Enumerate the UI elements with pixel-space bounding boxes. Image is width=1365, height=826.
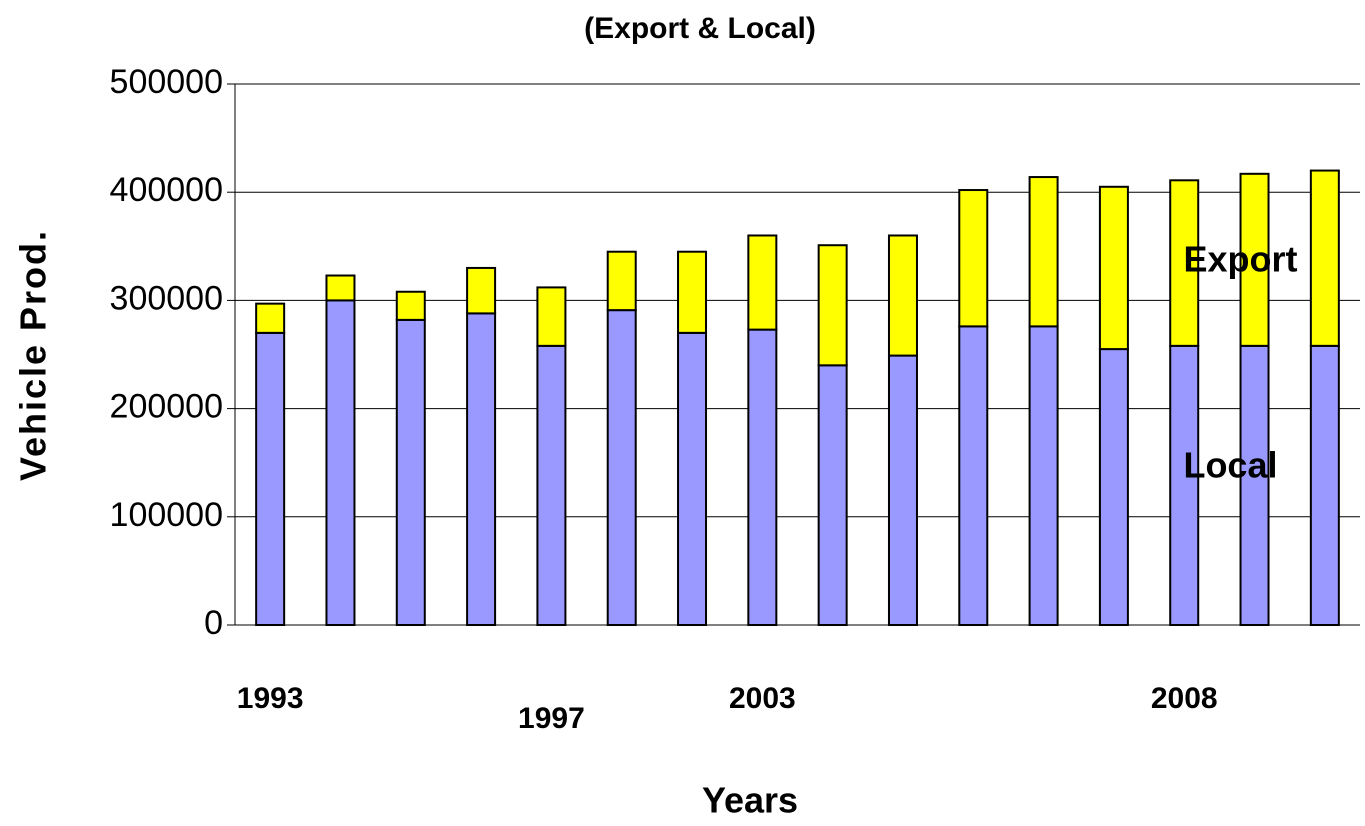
x-axis-label: Years: [702, 780, 798, 821]
bar-segment: [1309, 169, 1340, 347]
x-tick-label: 2008: [1151, 682, 1218, 715]
bar-segment: [395, 318, 426, 626]
bar-segment: [1098, 185, 1129, 351]
x-tick-label: 1993: [237, 682, 304, 715]
bar-segment: [1239, 172, 1270, 347]
bar-segment: [325, 274, 356, 302]
bar-segment: [536, 286, 567, 347]
chart-title: (Export & Local): [584, 12, 816, 45]
bar-segment: [255, 302, 286, 334]
bar-segment: [958, 325, 989, 626]
bar-segment: [1028, 176, 1059, 328]
bar-segment: [817, 244, 848, 367]
y-tick-label: 300000: [110, 279, 223, 317]
y-tick-label: 200000: [110, 388, 223, 426]
bar-segment: [677, 250, 708, 334]
bar-segment: [466, 266, 497, 315]
series-label: Export: [1183, 239, 1297, 280]
y-tick-label: 100000: [110, 496, 223, 534]
bar-segment: [1169, 344, 1200, 626]
series-label: Local: [1183, 445, 1277, 486]
y-tick-label: 400000: [110, 171, 223, 209]
bar-segment: [747, 234, 778, 331]
bar-segment: [677, 331, 708, 626]
y-axis-label: Vehicle Prod.: [13, 229, 54, 481]
bar-segment: [887, 234, 918, 357]
bar-segment: [1028, 325, 1059, 626]
bar-segment: [1098, 348, 1129, 626]
bar-segment: [255, 331, 286, 626]
bar-segment: [887, 354, 918, 626]
bar-segment: [1169, 179, 1200, 347]
bar-segment: [395, 290, 426, 321]
bar-segment: [747, 328, 778, 626]
y-tick-label: 500000: [110, 63, 223, 101]
bar-segment: [1239, 344, 1270, 626]
bar-segment: [958, 189, 989, 328]
bar-segment: [817, 364, 848, 626]
bar-segment: [606, 309, 637, 626]
bar-segment: [325, 299, 356, 626]
bar-segment: [1309, 344, 1340, 626]
bar-segment: [536, 344, 567, 626]
y-tick-label: 0: [204, 604, 223, 642]
x-tick-label: 2003: [729, 682, 796, 715]
bar-segment: [466, 312, 497, 626]
bar-segment: [606, 250, 637, 312]
x-tick-label: 1997: [518, 702, 585, 735]
